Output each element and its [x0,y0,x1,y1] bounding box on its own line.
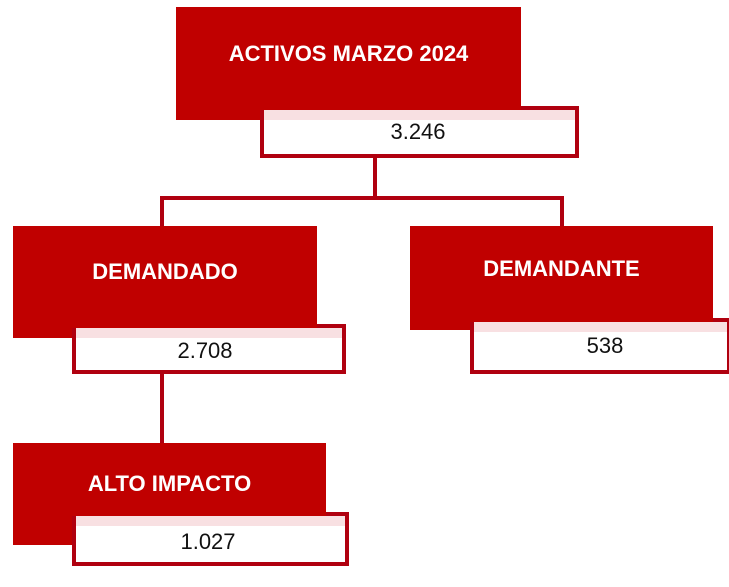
node-label: DEMANDANTE [483,256,639,281]
node-box-overlap [13,226,317,328]
node-value: 1.027 [180,529,235,554]
connector [160,156,564,445]
node-label: ACTIVOS MARZO 2024 [229,41,469,66]
value-band [264,110,575,120]
node-box-overlap [410,226,713,322]
value-band [76,328,342,338]
node-label: DEMANDADO [92,259,237,284]
node-box-overlap [176,7,521,110]
node-label: ALTO IMPACTO [88,471,251,496]
node-box-overlap [13,443,326,516]
node-value: 2.708 [177,338,232,363]
value-band [76,516,345,526]
value-band [474,322,727,332]
node-value: 3.246 [390,119,445,144]
node-value: 538 [587,333,624,358]
